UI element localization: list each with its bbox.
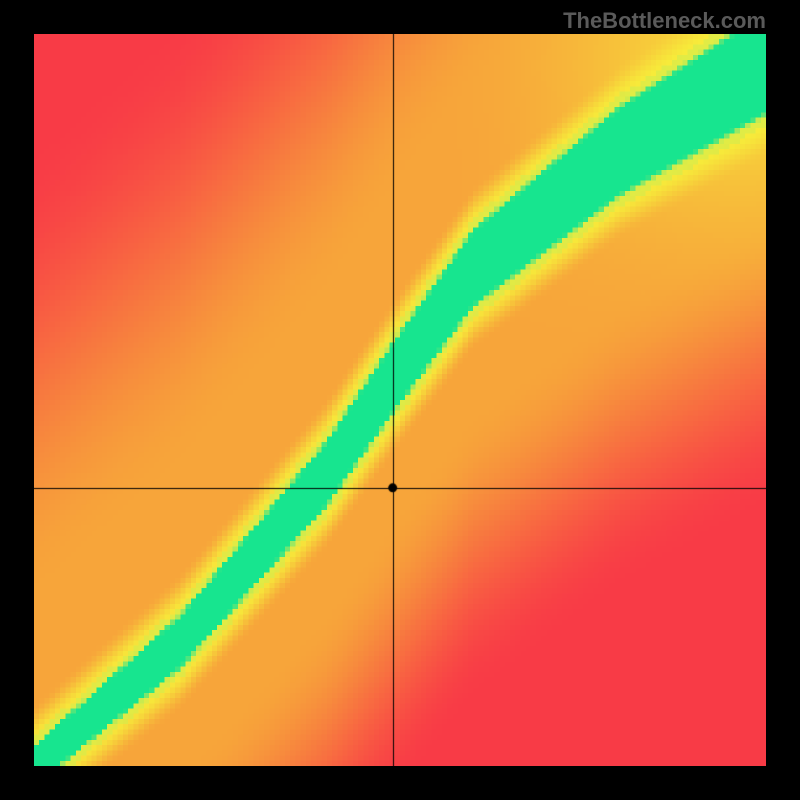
watermark-text: TheBottleneck.com <box>563 8 766 34</box>
chart-container: { "watermark": { "text": "TheBottleneck.… <box>0 0 800 800</box>
crosshair-overlay <box>34 34 766 766</box>
